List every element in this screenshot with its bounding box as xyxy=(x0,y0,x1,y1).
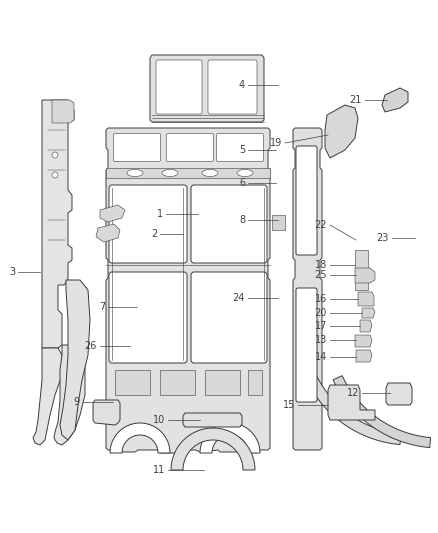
Text: 3: 3 xyxy=(9,267,15,277)
Polygon shape xyxy=(382,88,408,112)
Polygon shape xyxy=(356,350,372,362)
Text: 20: 20 xyxy=(314,308,327,318)
Ellipse shape xyxy=(237,169,253,176)
Text: 24: 24 xyxy=(233,293,245,303)
Polygon shape xyxy=(362,308,375,318)
Text: 13: 13 xyxy=(315,335,327,345)
FancyBboxPatch shape xyxy=(191,185,267,263)
Polygon shape xyxy=(248,370,262,395)
Text: 19: 19 xyxy=(270,138,282,148)
FancyBboxPatch shape xyxy=(296,288,317,402)
Polygon shape xyxy=(355,335,372,347)
Polygon shape xyxy=(293,128,322,450)
Ellipse shape xyxy=(127,169,143,176)
Polygon shape xyxy=(160,370,195,395)
Text: 12: 12 xyxy=(346,388,359,398)
Polygon shape xyxy=(42,100,74,348)
Polygon shape xyxy=(150,55,264,122)
Text: 7: 7 xyxy=(99,302,105,312)
Text: 6: 6 xyxy=(239,178,245,188)
FancyBboxPatch shape xyxy=(113,133,160,161)
Text: 15: 15 xyxy=(283,400,295,410)
Polygon shape xyxy=(52,100,74,123)
Text: 21: 21 xyxy=(350,95,362,105)
FancyBboxPatch shape xyxy=(216,133,264,161)
Text: 4: 4 xyxy=(239,80,245,90)
Text: 10: 10 xyxy=(153,415,165,425)
Text: 25: 25 xyxy=(314,270,327,280)
Ellipse shape xyxy=(162,169,178,176)
Polygon shape xyxy=(183,413,242,427)
Text: 14: 14 xyxy=(315,352,327,362)
Text: 18: 18 xyxy=(315,260,327,270)
Text: 8: 8 xyxy=(239,215,245,225)
Circle shape xyxy=(52,172,58,178)
Polygon shape xyxy=(60,280,90,440)
FancyBboxPatch shape xyxy=(296,146,317,255)
FancyBboxPatch shape xyxy=(166,133,213,161)
FancyBboxPatch shape xyxy=(109,185,187,263)
Polygon shape xyxy=(96,224,120,242)
FancyBboxPatch shape xyxy=(109,272,187,363)
Polygon shape xyxy=(93,400,120,425)
Polygon shape xyxy=(171,428,255,470)
FancyBboxPatch shape xyxy=(156,60,202,114)
Text: 1: 1 xyxy=(157,209,163,219)
Polygon shape xyxy=(386,383,412,405)
Polygon shape xyxy=(272,215,285,230)
Text: 26: 26 xyxy=(85,341,97,351)
Polygon shape xyxy=(33,348,62,445)
Polygon shape xyxy=(302,366,401,445)
Polygon shape xyxy=(106,128,270,453)
Circle shape xyxy=(52,152,58,158)
Polygon shape xyxy=(115,370,150,395)
Polygon shape xyxy=(106,168,270,178)
Polygon shape xyxy=(205,370,240,395)
Polygon shape xyxy=(100,205,125,222)
Polygon shape xyxy=(328,385,375,420)
Text: 2: 2 xyxy=(151,229,157,239)
Polygon shape xyxy=(358,292,374,306)
FancyBboxPatch shape xyxy=(208,60,257,114)
Polygon shape xyxy=(325,105,358,158)
FancyBboxPatch shape xyxy=(191,272,267,363)
Polygon shape xyxy=(110,423,170,453)
Polygon shape xyxy=(360,320,372,332)
Text: 11: 11 xyxy=(153,465,165,475)
Text: 5: 5 xyxy=(239,145,245,155)
Text: 17: 17 xyxy=(314,321,327,331)
Polygon shape xyxy=(355,250,368,290)
Polygon shape xyxy=(200,423,260,453)
Text: 22: 22 xyxy=(314,220,327,230)
Polygon shape xyxy=(333,376,431,448)
Polygon shape xyxy=(54,345,85,445)
Text: 23: 23 xyxy=(377,233,389,243)
Ellipse shape xyxy=(202,169,218,176)
Text: 9: 9 xyxy=(74,397,80,407)
Polygon shape xyxy=(355,268,375,283)
Text: 16: 16 xyxy=(315,294,327,304)
